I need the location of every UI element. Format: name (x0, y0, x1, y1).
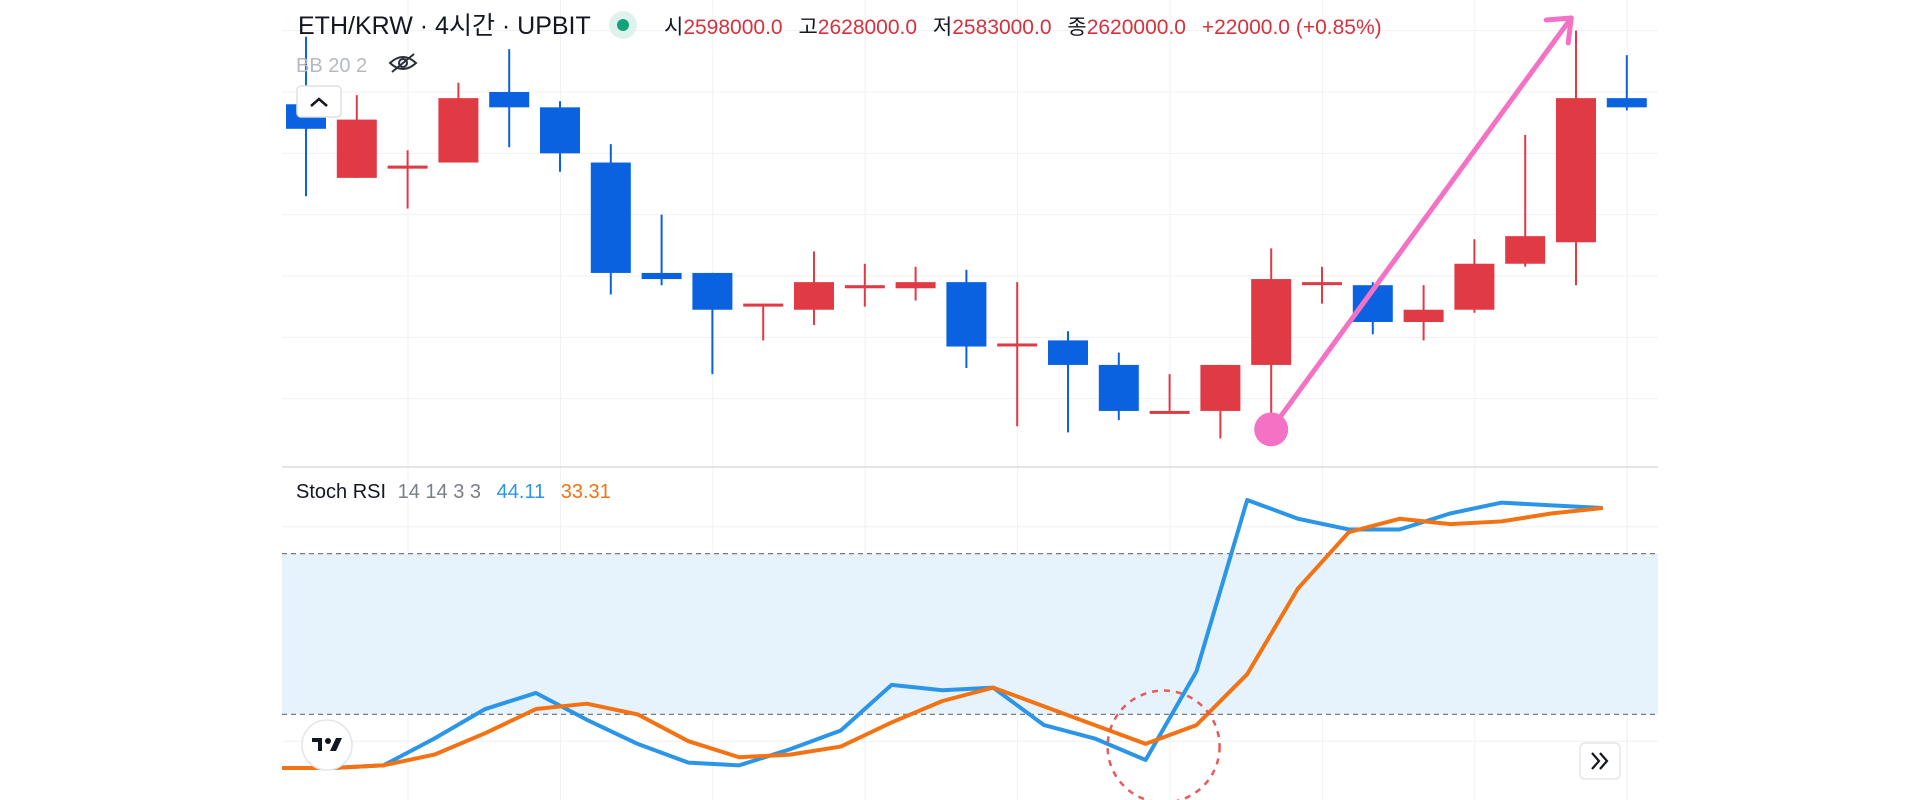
candle (844, 263, 885, 307)
stoch-params: 14 14 3 3 (398, 481, 481, 503)
eye-off-icon[interactable] (388, 53, 418, 73)
candle (1556, 30, 1596, 286)
high-label: 고 (798, 16, 817, 39)
candle-body (1403, 309, 1444, 322)
candle-body (641, 272, 682, 280)
candlestick-series (286, 30, 1647, 439)
candle-body (997, 343, 1038, 347)
candle (1505, 134, 1546, 267)
candle-body (946, 282, 987, 347)
candle-body (1048, 340, 1088, 365)
stoch-k-line (282, 498, 1603, 770)
high-value: 2628000.0 (818, 16, 917, 39)
candle (1251, 248, 1292, 430)
candle-body (540, 107, 580, 154)
candle-body (438, 98, 479, 163)
low-label: 저 (933, 16, 952, 39)
candle (1403, 285, 1444, 341)
candle (1606, 55, 1647, 111)
candle-body (692, 272, 733, 310)
market-status-dot (617, 19, 629, 31)
low-value: 2583000.0 (952, 16, 1051, 39)
candle (743, 303, 784, 341)
candle (997, 282, 1038, 427)
candle-body (489, 92, 530, 108)
candle (489, 49, 530, 148)
candle (387, 150, 428, 209)
stoch-d-value: 33.31 (561, 481, 611, 503)
candle-body (895, 282, 936, 289)
stoch-legend: Stoch RSI 14 14 3 3 44.11 33.31 (296, 481, 611, 503)
chevron-up-icon (310, 97, 328, 107)
double-chevron-right-icon (1591, 752, 1609, 770)
scroll-to-realtime-button[interactable] (1579, 742, 1621, 780)
candle-body (590, 162, 631, 273)
candle-body (1098, 364, 1139, 411)
candle-body (1149, 410, 1190, 414)
open-label: 시 (664, 16, 683, 39)
candle (1454, 239, 1495, 313)
candle (1149, 374, 1190, 414)
candle-body (1505, 236, 1546, 264)
candle-body (844, 285, 885, 289)
candle (1200, 364, 1241, 439)
candle (438, 82, 479, 163)
up-arrow-annotation (1254, 15, 1574, 447)
candle (590, 144, 631, 295)
symbol-title: ETH/KRW · 4시간 · UPBIT (298, 12, 591, 40)
candle (895, 266, 936, 301)
candle-body (336, 119, 377, 178)
candle-body (743, 303, 784, 307)
candle-body (1200, 364, 1241, 411)
candle-body (1302, 282, 1342, 286)
candle (540, 101, 580, 172)
close-value: 2620000.0 (1087, 16, 1186, 39)
change-value: +22000.0 (+0.85%) (1202, 16, 1382, 39)
crossover-circle-annotation (1106, 689, 1221, 800)
candle-body (387, 165, 428, 169)
stoch-d-line (282, 506, 1604, 770)
stoch-label[interactable]: Stoch RSI (296, 481, 386, 503)
candle (794, 251, 834, 326)
bb-indicator-label[interactable]: BB 20 2 (296, 55, 367, 77)
candle (336, 95, 377, 178)
collapse-legend-button[interactable] (296, 85, 342, 118)
candle (1048, 331, 1088, 433)
candle (692, 272, 733, 375)
ohlc-legend: 시2598000.0 고2628000.0 저2583000.0 종262000… (664, 16, 1382, 39)
candle (641, 214, 682, 286)
tradingview-logo-icon[interactable] (301, 719, 353, 771)
candle (946, 269, 987, 368)
candle-body (794, 282, 834, 310)
candle-body (1606, 98, 1647, 108)
candle (1302, 266, 1342, 304)
candle-body (1556, 98, 1596, 243)
open-value: 2598000.0 (683, 16, 782, 39)
candle (1098, 352, 1139, 421)
candle-body (1454, 263, 1495, 310)
stoch-k-value: 44.11 (497, 481, 546, 503)
close-label: 종 (1067, 16, 1086, 39)
candle-body (1251, 279, 1292, 365)
